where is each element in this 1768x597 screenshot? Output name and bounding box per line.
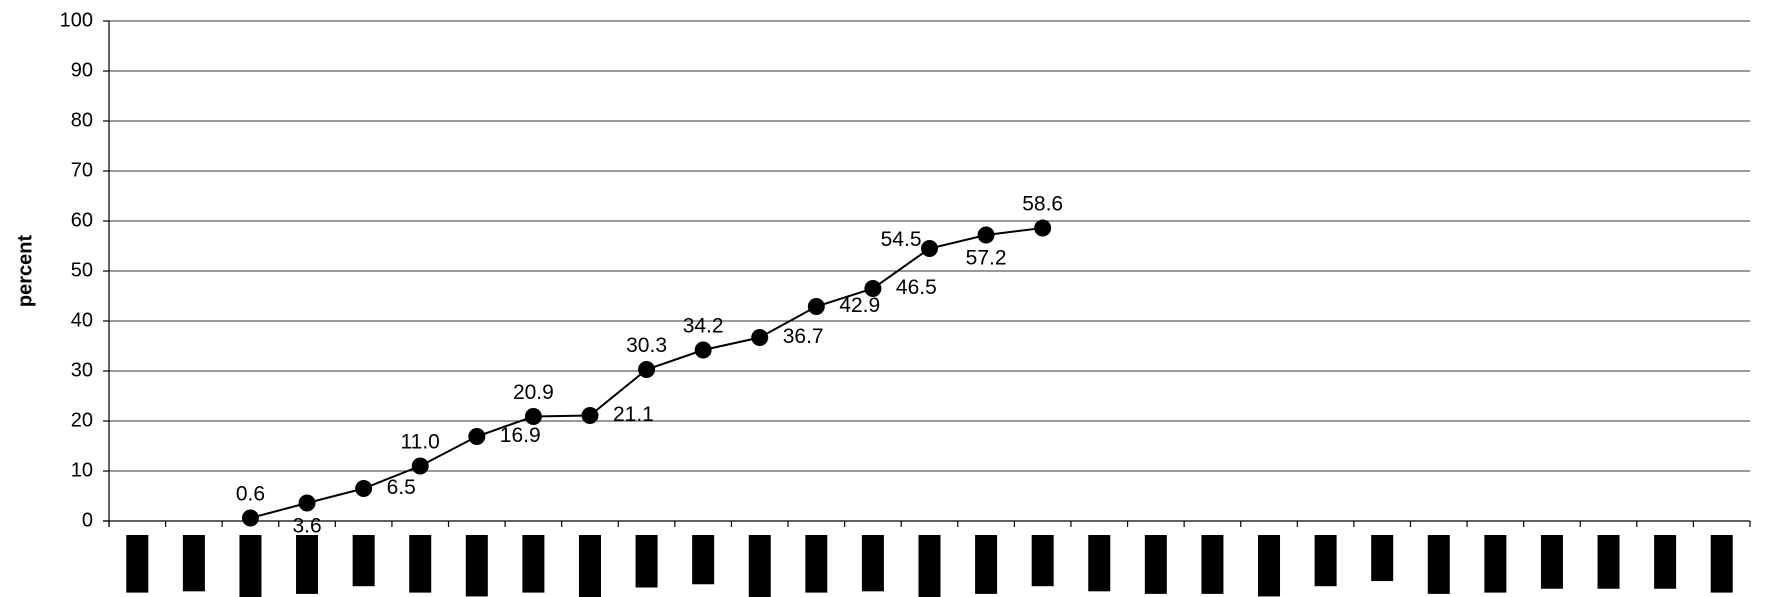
y-tick-label: 40	[71, 309, 93, 331]
data-point	[977, 226, 995, 244]
data-point	[241, 509, 259, 527]
data-label: 57.2	[966, 247, 1007, 270]
y-axis-ticks: 0 10 20 30 40 50 60 70 80 90 100	[60, 9, 109, 531]
x-category-label	[1484, 535, 1507, 593]
data-point	[298, 494, 316, 512]
x-category-label	[692, 535, 715, 585]
y-tick-label: 60	[71, 209, 93, 231]
data-label: 54.5	[881, 228, 922, 251]
y-tick-label: 50	[71, 259, 93, 281]
data-label: 0.6	[236, 483, 265, 506]
data-label: 21.1	[613, 403, 654, 426]
data-label: 58.6	[1022, 193, 1063, 216]
x-axis-ticks	[108, 521, 1751, 527]
x-category-label	[748, 535, 771, 597]
y-tick-label: 80	[71, 109, 93, 131]
data-point	[638, 361, 656, 378]
x-category-label	[1371, 535, 1394, 582]
gridlines	[109, 20, 1750, 472]
data-label: 11.0	[401, 431, 440, 454]
y-tick-label: 0	[82, 509, 93, 531]
x-category-label	[1031, 535, 1054, 587]
y-tick-label: 90	[71, 59, 93, 81]
x-axis-category-labels	[126, 535, 1733, 597]
data-label: 6.5	[387, 476, 416, 499]
data-point	[355, 480, 373, 497]
x-category-label	[409, 535, 432, 593]
data-labels: 0.6 3.6 6.5 11.0 16.9 20.9 21.1 30.3 34.2 36.7 42.…	[236, 193, 1063, 538]
y-tick-label: 70	[71, 159, 93, 181]
x-category-label	[239, 535, 262, 597]
x-category-label	[578, 535, 601, 597]
x-category-label	[1654, 535, 1677, 589]
y-tick-label: 20	[71, 409, 93, 431]
data-point	[581, 407, 599, 424]
x-category-label	[861, 535, 884, 592]
data-label: 46.5	[896, 276, 937, 299]
x-category-label	[1710, 535, 1733, 593]
x-category-label	[918, 535, 941, 597]
y-tick-label: 30	[71, 359, 93, 381]
x-category-label	[126, 535, 149, 593]
data-point	[921, 240, 938, 257]
x-category-label	[1314, 535, 1337, 587]
x-category-label	[635, 535, 658, 588]
data-point	[751, 329, 769, 346]
data-point	[1034, 219, 1052, 237]
y-tick-label: 100	[60, 9, 93, 31]
x-category-label	[182, 535, 205, 592]
x-category-label	[975, 535, 998, 594]
data-point	[411, 457, 429, 475]
data-point	[864, 280, 882, 297]
x-category-label	[1427, 535, 1450, 594]
data-label: 36.7	[783, 325, 824, 348]
data-point	[524, 408, 542, 425]
x-category-label	[1088, 535, 1111, 592]
data-label: 34.2	[683, 315, 724, 338]
x-category-label	[465, 535, 488, 597]
data-label: 3.6	[292, 515, 321, 538]
data-label: 42.9	[839, 294, 880, 317]
x-category-label	[805, 535, 828, 593]
data-point	[807, 298, 825, 315]
data-label: 20.9	[513, 381, 554, 404]
x-category-label	[352, 535, 375, 587]
x-category-label	[1540, 535, 1563, 589]
data-point	[694, 341, 712, 359]
x-category-label	[1201, 535, 1224, 594]
x-category-label	[1597, 535, 1620, 589]
x-category-label	[1144, 535, 1167, 594]
data-label: 16.9	[500, 424, 541, 447]
y-tick-label: 10	[71, 459, 93, 481]
x-category-label	[1258, 535, 1281, 597]
x-category-label	[296, 535, 319, 594]
y-axis-title: percent	[14, 235, 36, 308]
x-category-label	[522, 535, 545, 593]
data-label: 30.3	[626, 334, 667, 357]
data-point	[468, 428, 486, 445]
series-group	[241, 219, 1052, 527]
